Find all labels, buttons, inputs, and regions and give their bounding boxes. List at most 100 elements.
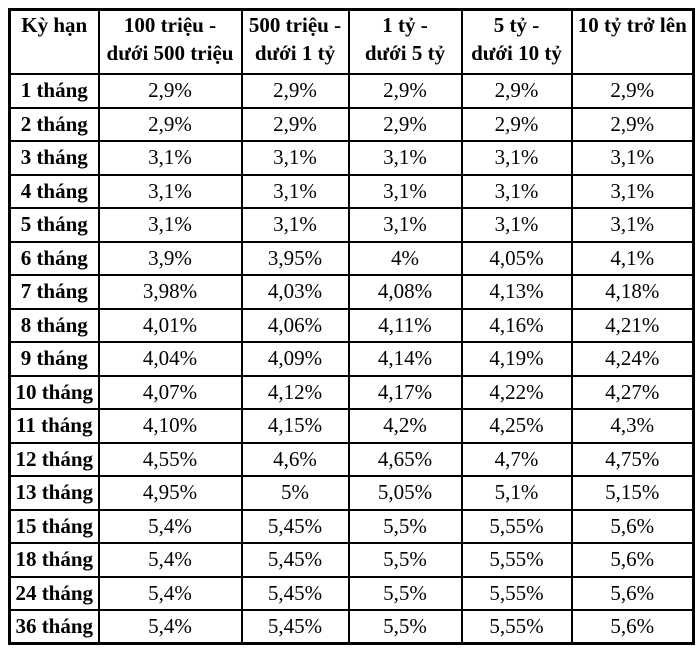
rate-cell: 4,15% bbox=[240, 408, 350, 444]
table-row: 13 tháng 4,95% 5% 5,05% 5,1% 5,15% bbox=[8, 475, 695, 511]
header-cell: Kỳ hạn bbox=[8, 8, 100, 75]
table-row: 5 tháng 3,1% 3,1% 3,1% 3,1% 3,1% bbox=[8, 207, 695, 243]
term-cell: 36 tháng bbox=[8, 609, 100, 645]
table-row: 15 tháng 5,4% 5,45% 5,5% 5,55% 5,6% bbox=[8, 508, 695, 544]
table-row: 11 tháng 4,10% 4,15% 4,2% 4,25% 4,3% bbox=[8, 408, 695, 444]
term-cell: 4 tháng bbox=[8, 173, 100, 209]
table-row: 10 tháng 4,07% 4,12% 4,17% 4,22% 4,27% bbox=[8, 374, 695, 410]
term-cell: 9 tháng bbox=[8, 341, 100, 377]
rate-cell: 4,3% bbox=[570, 408, 695, 444]
rate-cell: 4,06% bbox=[240, 307, 350, 343]
rate-cell: 4,19% bbox=[460, 341, 573, 377]
term-cell: 18 tháng bbox=[8, 542, 100, 578]
header-line1: 5 tỷ - bbox=[493, 13, 540, 37]
rate-cell: 5,05% bbox=[347, 475, 463, 511]
rate-cell: 3,1% bbox=[460, 140, 573, 176]
rate-cell: 4,10% bbox=[97, 408, 243, 444]
rate-cell: 3,1% bbox=[460, 207, 573, 243]
rate-cell: 5,5% bbox=[347, 542, 463, 578]
term-cell: 2 tháng bbox=[8, 106, 100, 142]
rate-cell: 3,1% bbox=[570, 173, 695, 209]
rate-cell: 3,1% bbox=[570, 207, 695, 243]
rate-cell: 4,25% bbox=[460, 408, 573, 444]
rate-cell: 3,1% bbox=[347, 173, 463, 209]
rate-cell: 3,1% bbox=[570, 140, 695, 176]
rate-cell: 2,9% bbox=[240, 106, 350, 142]
rate-cell: 5,55% bbox=[460, 575, 573, 611]
rate-cell: 4,03% bbox=[240, 274, 350, 310]
rate-cell: 2,9% bbox=[347, 106, 463, 142]
term-cell: 11 tháng bbox=[8, 408, 100, 444]
rate-cell: 4,95% bbox=[97, 475, 243, 511]
table-row: 9 tháng 4,04% 4,09% 4,14% 4,19% 4,24% bbox=[8, 341, 695, 377]
header-line1: 100 triệu - bbox=[123, 13, 217, 37]
rate-cell: 4,13% bbox=[460, 274, 573, 310]
rate-cell: 5,5% bbox=[347, 609, 463, 645]
rate-cell: 5,45% bbox=[240, 508, 350, 544]
rate-cell: 5,55% bbox=[460, 542, 573, 578]
rate-cell: 4,6% bbox=[240, 441, 350, 477]
rate-cell: 5,4% bbox=[97, 575, 243, 611]
table-row: 1 tháng 2,9% 2,9% 2,9% 2,9% 2,9% bbox=[8, 73, 695, 109]
rate-cell: 2,9% bbox=[97, 106, 243, 142]
rate-cell: 3,1% bbox=[97, 207, 243, 243]
term-cell: 13 tháng bbox=[8, 475, 100, 511]
rate-cell: 5,55% bbox=[460, 609, 573, 645]
rate-cell: 5,6% bbox=[570, 575, 695, 611]
rate-cell: 4,07% bbox=[97, 374, 243, 410]
header-line2: dưới 10 tỷ bbox=[471, 41, 562, 65]
rate-cell: 4,12% bbox=[240, 374, 350, 410]
rate-cell: 2,9% bbox=[570, 73, 695, 109]
term-cell: 5 tháng bbox=[8, 207, 100, 243]
rate-cell: 4,18% bbox=[570, 274, 695, 310]
header-line1: 1 tỷ - bbox=[382, 13, 428, 37]
header-cell: 100 triệu - dưới 500 triệu bbox=[97, 8, 243, 75]
header-line2: dưới 5 tỷ bbox=[364, 41, 446, 65]
rate-cell: 4,16% bbox=[460, 307, 573, 343]
term-cell: 1 tháng bbox=[8, 73, 100, 109]
rate-cell: 4,7% bbox=[460, 441, 573, 477]
rate-cell: 4,21% bbox=[570, 307, 695, 343]
rate-cell: 3,95% bbox=[240, 240, 350, 276]
rate-cell: 5,45% bbox=[240, 609, 350, 645]
table-row: 4 tháng 3,1% 3,1% 3,1% 3,1% 3,1% bbox=[8, 173, 695, 209]
rate-cell: 4,27% bbox=[570, 374, 695, 410]
rate-cell: 2,9% bbox=[347, 73, 463, 109]
rate-cell: 2,9% bbox=[460, 73, 573, 109]
header-row: Kỳ hạn 100 triệu - dưới 500 triệu 500 triệu… bbox=[8, 8, 695, 75]
rate-cell: 2,9% bbox=[240, 73, 350, 109]
rate-cell: 4,22% bbox=[460, 374, 573, 410]
rate-cell: 5,45% bbox=[240, 575, 350, 611]
rate-cell: 3,1% bbox=[347, 140, 463, 176]
header-cell: 5 tỷ - dưới 10 tỷ bbox=[460, 8, 573, 75]
rate-cell: 4,2% bbox=[347, 408, 463, 444]
rate-cell: 5,5% bbox=[347, 575, 463, 611]
rate-cell: 5,15% bbox=[570, 475, 695, 511]
rate-cell: 3,1% bbox=[347, 207, 463, 243]
table-row: 2 tháng 2,9% 2,9% 2,9% 2,9% 2,9% bbox=[8, 106, 695, 142]
header-cell: 1 tỷ - dưới 5 tỷ bbox=[347, 8, 463, 75]
rate-cell: 4,05% bbox=[460, 240, 573, 276]
rate-cell: 4,09% bbox=[240, 341, 350, 377]
rate-cell: 4,11% bbox=[347, 307, 463, 343]
header-line1: 500 triệu - bbox=[248, 13, 342, 37]
rate-cell: 2,9% bbox=[97, 73, 243, 109]
table-row: 18 tháng 5,4% 5,45% 5,5% 5,55% 5,6% bbox=[8, 542, 695, 578]
term-cell: 7 tháng bbox=[8, 274, 100, 310]
rate-cell: 5,4% bbox=[97, 542, 243, 578]
term-cell: 8 tháng bbox=[8, 307, 100, 343]
rate-cell: 4,17% bbox=[347, 374, 463, 410]
interest-rate-table-container: Kỳ hạn 100 triệu - dưới 500 triệu 500 triệu… bbox=[8, 8, 695, 645]
rate-cell: 4,1% bbox=[570, 240, 695, 276]
rate-cell: 3,1% bbox=[240, 207, 350, 243]
table-row: 24 tháng 5,4% 5,45% 5,5% 5,55% 5,6% bbox=[8, 575, 695, 611]
rate-cell: 3,1% bbox=[240, 173, 350, 209]
rate-cell: 4,75% bbox=[570, 441, 695, 477]
rate-cell: 5,6% bbox=[570, 609, 695, 645]
header-line2: dưới 1 tỷ bbox=[254, 41, 336, 65]
term-cell: 15 tháng bbox=[8, 508, 100, 544]
table-row: 8 tháng 4,01% 4,06% 4,11% 4,16% 4,21% bbox=[8, 307, 695, 343]
table-row: 6 tháng 3,9% 3,95% 4% 4,05% 4,1% bbox=[8, 240, 695, 276]
term-cell: 24 tháng bbox=[8, 575, 100, 611]
rate-cell: 5,5% bbox=[347, 508, 463, 544]
